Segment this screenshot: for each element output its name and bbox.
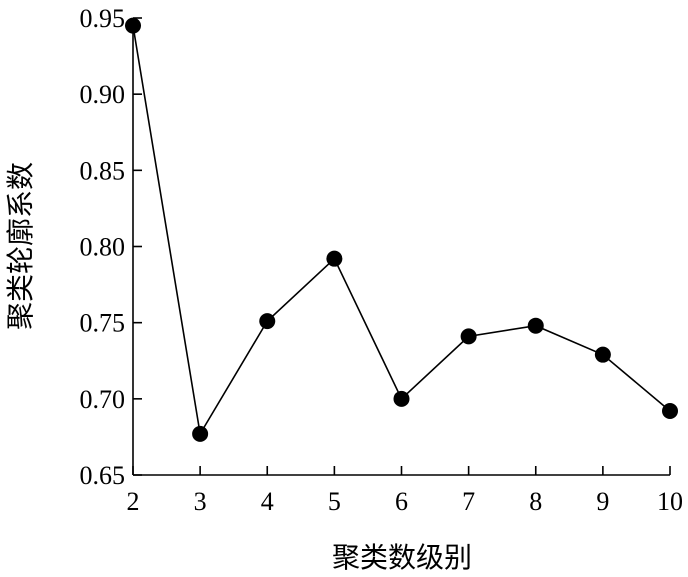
data-point (192, 425, 209, 442)
data-point (326, 250, 343, 267)
data-point (125, 17, 141, 34)
x-tick-label: 2 (127, 487, 140, 516)
y-tick-label: 0.90 (80, 80, 126, 109)
x-tick-label: 4 (261, 487, 274, 516)
y-tick-label: 0.95 (80, 4, 126, 33)
y-tick-label: 0.80 (80, 233, 126, 262)
x-tick-label: 10 (657, 487, 683, 516)
x-tick-label: 5 (328, 487, 341, 516)
x-tick-label: 6 (395, 487, 408, 516)
y-axis-title: 聚类轮廓系数 (5, 162, 37, 330)
data-point (662, 403, 678, 420)
data-point (527, 317, 544, 334)
series-line (132, 25, 671, 437)
x-tick-label: 3 (194, 487, 207, 516)
y-tick-label: 0.75 (80, 309, 126, 338)
data-point (259, 313, 276, 330)
y-ticks: 0.65 0.70 0.75 0.80 0.85 0.90 0.95 (80, 4, 142, 490)
x-tick-label: 7 (462, 487, 475, 516)
x-tick-label: 9 (596, 487, 609, 516)
data-point (460, 328, 477, 345)
data-point (393, 390, 410, 407)
data-point (594, 346, 611, 363)
y-tick-label: 0.70 (80, 385, 126, 414)
y-tick-label: 0.85 (80, 156, 126, 185)
x-axis-title: 聚类数级别 (332, 542, 472, 574)
series (125, 17, 678, 442)
y-tick-label: 0.65 (80, 461, 126, 490)
x-ticks: 2 3 4 5 6 7 8 9 10 (127, 466, 683, 516)
x-tick-label: 8 (529, 487, 542, 516)
